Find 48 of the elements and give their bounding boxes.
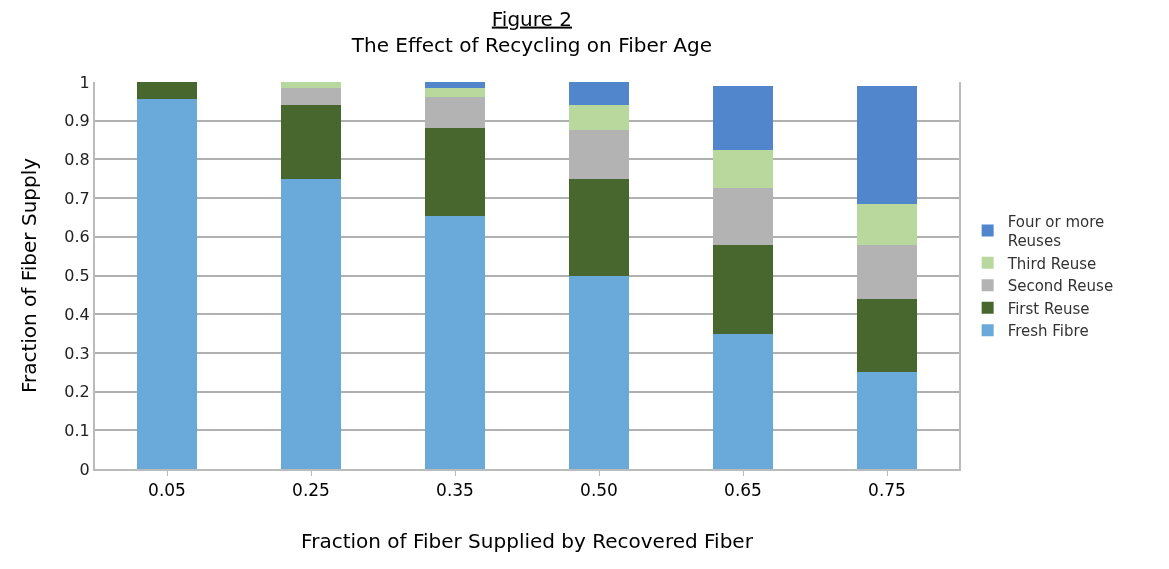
y-tick-label: 0.6 [64, 227, 90, 247]
bar [424, 128, 486, 216]
bar [712, 149, 774, 189]
bar [424, 215, 486, 469]
bar [136, 99, 198, 469]
x-tick-label: 0.65 [724, 480, 762, 501]
bar [424, 87, 486, 98]
bar [712, 333, 774, 469]
y-tick-label: 0.1 [64, 420, 90, 440]
bar [568, 275, 630, 469]
y-tick-label: 0.2 [64, 382, 90, 402]
bar [568, 178, 630, 276]
bar [280, 105, 342, 179]
bar [856, 85, 918, 204]
bar [856, 372, 918, 469]
y-tick-label: 1 [79, 72, 90, 92]
y-tick-label: 0.8 [64, 150, 90, 169]
x-tick-label: 0.35 [436, 480, 474, 501]
y-tick-label: 0.7 [64, 188, 90, 208]
bar [136, 82, 198, 100]
x-tick-label: 0.75 [868, 480, 906, 501]
legend-label: Second Reuse [1007, 277, 1114, 296]
legend-label: Fresh Fibre [1007, 322, 1089, 341]
y-tick-label: 0.4 [64, 304, 90, 324]
y-axis-title: Fraction of Fiber Supply [17, 157, 42, 394]
legend-label: Third Reuse [1006, 254, 1097, 273]
bar [280, 82, 342, 88]
bar [856, 298, 918, 373]
y-tick-label: 0 [79, 459, 90, 479]
y-tick-label: 0.3 [64, 343, 90, 363]
x-tick-label: 0.25 [292, 480, 330, 501]
bar [712, 85, 774, 150]
bar [424, 82, 486, 88]
bar [280, 178, 342, 469]
y-tick-label: 0.5 [64, 266, 90, 286]
bar [568, 105, 630, 131]
legend-label: First Reuse [1007, 299, 1090, 318]
legend-label: Four or more Reuses [1007, 212, 1105, 251]
bar [712, 244, 774, 334]
bar [568, 82, 630, 106]
chart-subtitle: The Effect of Recycling on Fiber Age [350, 32, 712, 57]
y-tick-label: 0.9 [64, 111, 90, 131]
chart-title: Figure 2 [491, 6, 572, 31]
x-tick-label: 0.50 [580, 480, 618, 501]
bar [280, 87, 342, 106]
x-axis-title: Fraction of Fiber Supplied by Recovered Fiber [301, 529, 754, 554]
x-tick-label: 0.05 [148, 480, 186, 501]
bar [856, 203, 918, 245]
